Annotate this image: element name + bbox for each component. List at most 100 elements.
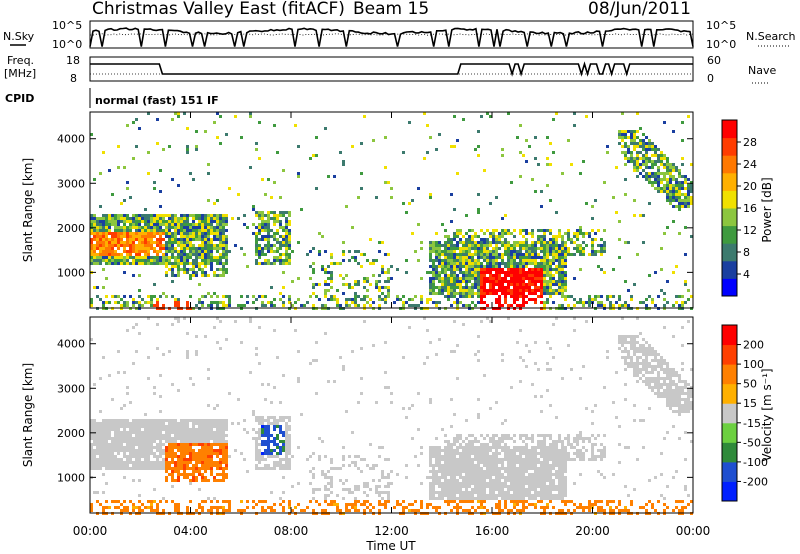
power-cell xyxy=(99,298,102,301)
power-cell xyxy=(276,232,279,235)
velocity-cell xyxy=(192,479,195,482)
velocity-cell xyxy=(162,449,165,452)
velocity-cell xyxy=(375,488,378,491)
power-cell xyxy=(354,280,357,283)
power-cell xyxy=(96,262,99,265)
power-cell xyxy=(282,253,285,256)
velocity-cell xyxy=(381,473,384,476)
power-cell xyxy=(174,223,177,226)
velocity-cell xyxy=(171,479,174,482)
power-cell xyxy=(261,238,264,241)
power-cell xyxy=(591,253,594,256)
power-cell xyxy=(357,250,360,253)
power-cell xyxy=(642,175,645,178)
power-cell xyxy=(555,238,558,241)
power-cell xyxy=(675,166,678,169)
power-cell xyxy=(378,250,381,253)
power-cell xyxy=(258,217,261,220)
velocity-cell xyxy=(261,431,264,434)
power-cell xyxy=(480,295,483,298)
power-cell xyxy=(543,271,546,274)
power-cell xyxy=(126,235,129,238)
power-cell xyxy=(678,187,681,190)
power-cell xyxy=(222,271,225,274)
power-cell xyxy=(372,301,375,304)
velocity-cell xyxy=(117,500,120,503)
velocity-cell xyxy=(204,437,207,440)
velocity-cell xyxy=(465,497,468,500)
power-cell xyxy=(192,238,195,241)
power-cell xyxy=(687,199,690,202)
velocity-cell xyxy=(180,422,183,425)
velocity-cell xyxy=(429,449,432,452)
velocity-cell xyxy=(255,455,258,458)
power-cell xyxy=(480,301,483,304)
velocity-cell xyxy=(279,440,282,443)
velocity-cell xyxy=(489,476,492,479)
velocity-cell xyxy=(102,461,105,464)
power-cell xyxy=(579,298,582,301)
velocity-cell xyxy=(126,446,129,449)
power-cell xyxy=(207,274,210,277)
power-cell xyxy=(519,253,522,256)
velocity-cell xyxy=(93,461,96,464)
power-cell xyxy=(105,295,108,298)
velocity-cell xyxy=(126,464,129,467)
power-cell xyxy=(567,247,570,250)
velocity-cell xyxy=(486,497,489,500)
power-cell xyxy=(573,247,576,250)
velocity-cell xyxy=(486,452,489,455)
velocity-cell xyxy=(438,485,441,488)
velocity-cell xyxy=(162,425,165,428)
power-cell xyxy=(420,298,423,301)
power-cell xyxy=(576,232,579,235)
velocity-cell xyxy=(492,446,495,449)
velocity-cell xyxy=(492,488,495,491)
power-cell xyxy=(114,301,117,304)
power-cell xyxy=(285,211,288,214)
power-cell xyxy=(444,244,447,247)
velocity-cell xyxy=(183,437,186,440)
noise-left-tick-top: 10^5 xyxy=(52,19,82,32)
power-cell xyxy=(189,232,192,235)
power-cell xyxy=(432,250,435,253)
power-cell xyxy=(660,157,663,160)
power-cell xyxy=(456,253,459,256)
power-cell xyxy=(651,175,654,178)
power-cell xyxy=(588,235,591,238)
velocity-cell xyxy=(360,347,363,350)
velocity-cell xyxy=(180,455,183,458)
power-cell xyxy=(213,256,216,259)
power-cell xyxy=(276,247,279,250)
power-cell xyxy=(207,247,210,250)
power-cell xyxy=(528,247,531,250)
power-cell xyxy=(462,295,465,298)
velocity-cell xyxy=(468,491,471,494)
velocity-cell xyxy=(144,431,147,434)
power-cell xyxy=(186,232,189,235)
power-cell xyxy=(480,277,483,280)
power-cell xyxy=(501,304,504,307)
velocity-cell xyxy=(156,464,159,467)
velocity-cell xyxy=(453,497,456,500)
velocity-cell xyxy=(357,500,360,503)
velocity-cell xyxy=(243,428,246,431)
power-cell xyxy=(474,259,477,262)
velocity-cell xyxy=(501,464,504,467)
power-cell xyxy=(642,169,645,172)
velocity-cell xyxy=(486,449,489,452)
velocity-cell xyxy=(435,449,438,452)
power-cell xyxy=(123,226,126,229)
velocity-cell xyxy=(105,506,108,509)
velocity-cell xyxy=(183,461,186,464)
power-cell xyxy=(549,292,552,295)
power-cell xyxy=(264,220,267,223)
power-cell xyxy=(123,256,126,259)
power-cell xyxy=(144,223,147,226)
power-cell xyxy=(90,232,93,235)
power-cell xyxy=(681,139,684,142)
power-cell xyxy=(657,295,660,298)
power-cell xyxy=(453,244,456,247)
power-cell xyxy=(663,172,666,175)
power-cell xyxy=(282,262,285,265)
